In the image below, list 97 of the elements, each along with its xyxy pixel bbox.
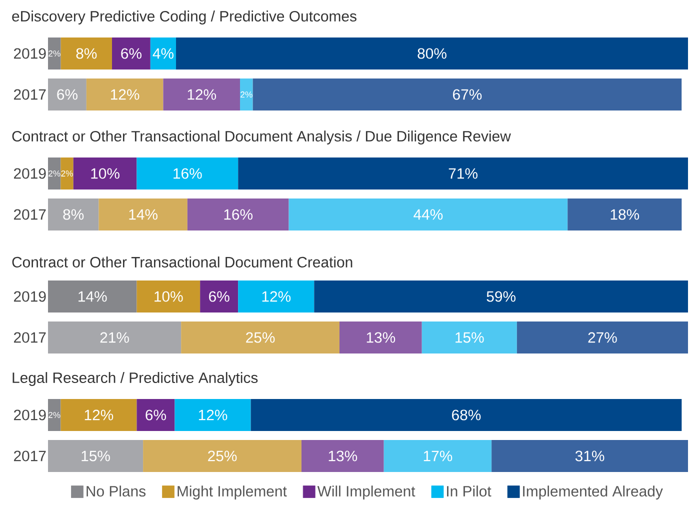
bar: [174, 398, 251, 431]
data-label: 44%: [414, 209, 443, 220]
bar: [86, 78, 164, 110]
data-label: 17%: [424, 450, 452, 462]
data-label: 21%: [100, 332, 129, 343]
data-label: 12%: [198, 410, 228, 420]
bar: [48, 321, 182, 354]
bar: [136, 157, 238, 190]
bar: [98, 198, 188, 230]
data-label: 31%: [575, 450, 604, 462]
data-label: 6%: [121, 48, 142, 59]
bar: [200, 280, 238, 312]
bar: [238, 157, 688, 190]
bar: [48, 157, 61, 190]
data-label: 13%: [366, 332, 396, 343]
data-label: 8%: [63, 209, 84, 220]
data-label: 80%: [418, 48, 446, 59]
bar: [250, 398, 682, 431]
chart-title: eDiscovery Predictive Coding / Predictive Outcomes: [12, 10, 356, 24]
chart-title: Legal Research / Predictive Analytics: [12, 372, 258, 386]
legend-label: Will Implement: [317, 486, 416, 500]
bar: [568, 198, 682, 230]
bar: [48, 280, 137, 312]
data-label: 13%: [328, 450, 358, 462]
bar: [136, 398, 175, 431]
bar: [384, 440, 492, 472]
bar: [238, 280, 314, 312]
bar: [112, 37, 150, 70]
data-label: 59%: [486, 291, 516, 302]
data-label: 25%: [246, 332, 275, 343]
data-label: 12%: [84, 410, 114, 420]
y-tick-label: 2017: [14, 450, 46, 462]
bar: [48, 198, 99, 230]
bar: [176, 37, 688, 70]
data-label: 6%: [209, 291, 230, 302]
data-label: 15%: [82, 450, 110, 462]
data-label: 6%: [57, 89, 78, 100]
legend-label: Implemented Already: [523, 486, 663, 500]
data-label: 16%: [174, 168, 202, 179]
bar: [60, 398, 137, 431]
bar: [48, 78, 86, 110]
bar: [163, 78, 240, 110]
bar: [136, 280, 200, 312]
bar: [314, 280, 688, 312]
bar: [150, 37, 176, 70]
data-label: 67%: [453, 89, 482, 100]
legend-label: In Pilot: [447, 486, 492, 497]
bar: [288, 198, 568, 230]
data-label: 6%: [146, 410, 166, 420]
data-label: 12%: [262, 291, 291, 302]
bar: [73, 157, 137, 190]
data-label: 10%: [154, 291, 183, 302]
bar: [252, 78, 682, 110]
y-tick-label: 2019: [14, 410, 46, 420]
data-label: 14%: [129, 209, 158, 220]
data-label: 10%: [91, 168, 120, 179]
data-label: 2%: [48, 412, 60, 418]
data-label: 25%: [208, 450, 237, 462]
legend-label: Might Implement: [178, 486, 287, 500]
legend-label: No Plans: [86, 486, 146, 497]
bar: [48, 37, 61, 70]
data-label: 18%: [610, 209, 640, 220]
y-tick-label: 2017: [14, 89, 46, 100]
data-label: 12%: [110, 89, 140, 100]
bar: [422, 321, 517, 354]
data-label: 14%: [78, 291, 107, 302]
y-tick-label: 2017: [14, 332, 46, 343]
bar: [516, 321, 688, 354]
y-tick-label: 2017: [14, 209, 46, 220]
bar: [143, 440, 302, 472]
data-label: 12%: [188, 89, 216, 100]
y-tick-label: 2019: [14, 48, 46, 59]
data-label: 71%: [448, 168, 478, 179]
bar: [492, 440, 688, 472]
bar: [60, 157, 74, 190]
bar: [240, 78, 253, 110]
data-label: 27%: [588, 332, 617, 343]
data-label: 68%: [452, 410, 481, 420]
bar: [48, 440, 144, 472]
bar: [339, 321, 422, 354]
data-label: 2%: [61, 170, 73, 176]
data-label: 2%: [240, 91, 252, 98]
data-label: 2%: [48, 170, 60, 176]
bar: [181, 321, 340, 354]
chart-title: Contract or Other Transactional Document Creation: [12, 256, 352, 268]
data-label: 8%: [76, 48, 97, 59]
data-label: 15%: [456, 332, 484, 343]
bar: [301, 440, 384, 472]
bar: [48, 398, 61, 431]
chart-title: Contract or Other Transactional Document Analysis / Due Diligence Review: [12, 130, 511, 144]
data-label: 2%: [48, 50, 60, 57]
data-label: 16%: [224, 209, 253, 220]
bar: [187, 198, 289, 230]
y-tick-label: 2019: [14, 168, 46, 179]
data-label: 4%: [152, 48, 174, 59]
bar: [60, 37, 112, 70]
y-tick-label: 2019: [14, 291, 46, 302]
